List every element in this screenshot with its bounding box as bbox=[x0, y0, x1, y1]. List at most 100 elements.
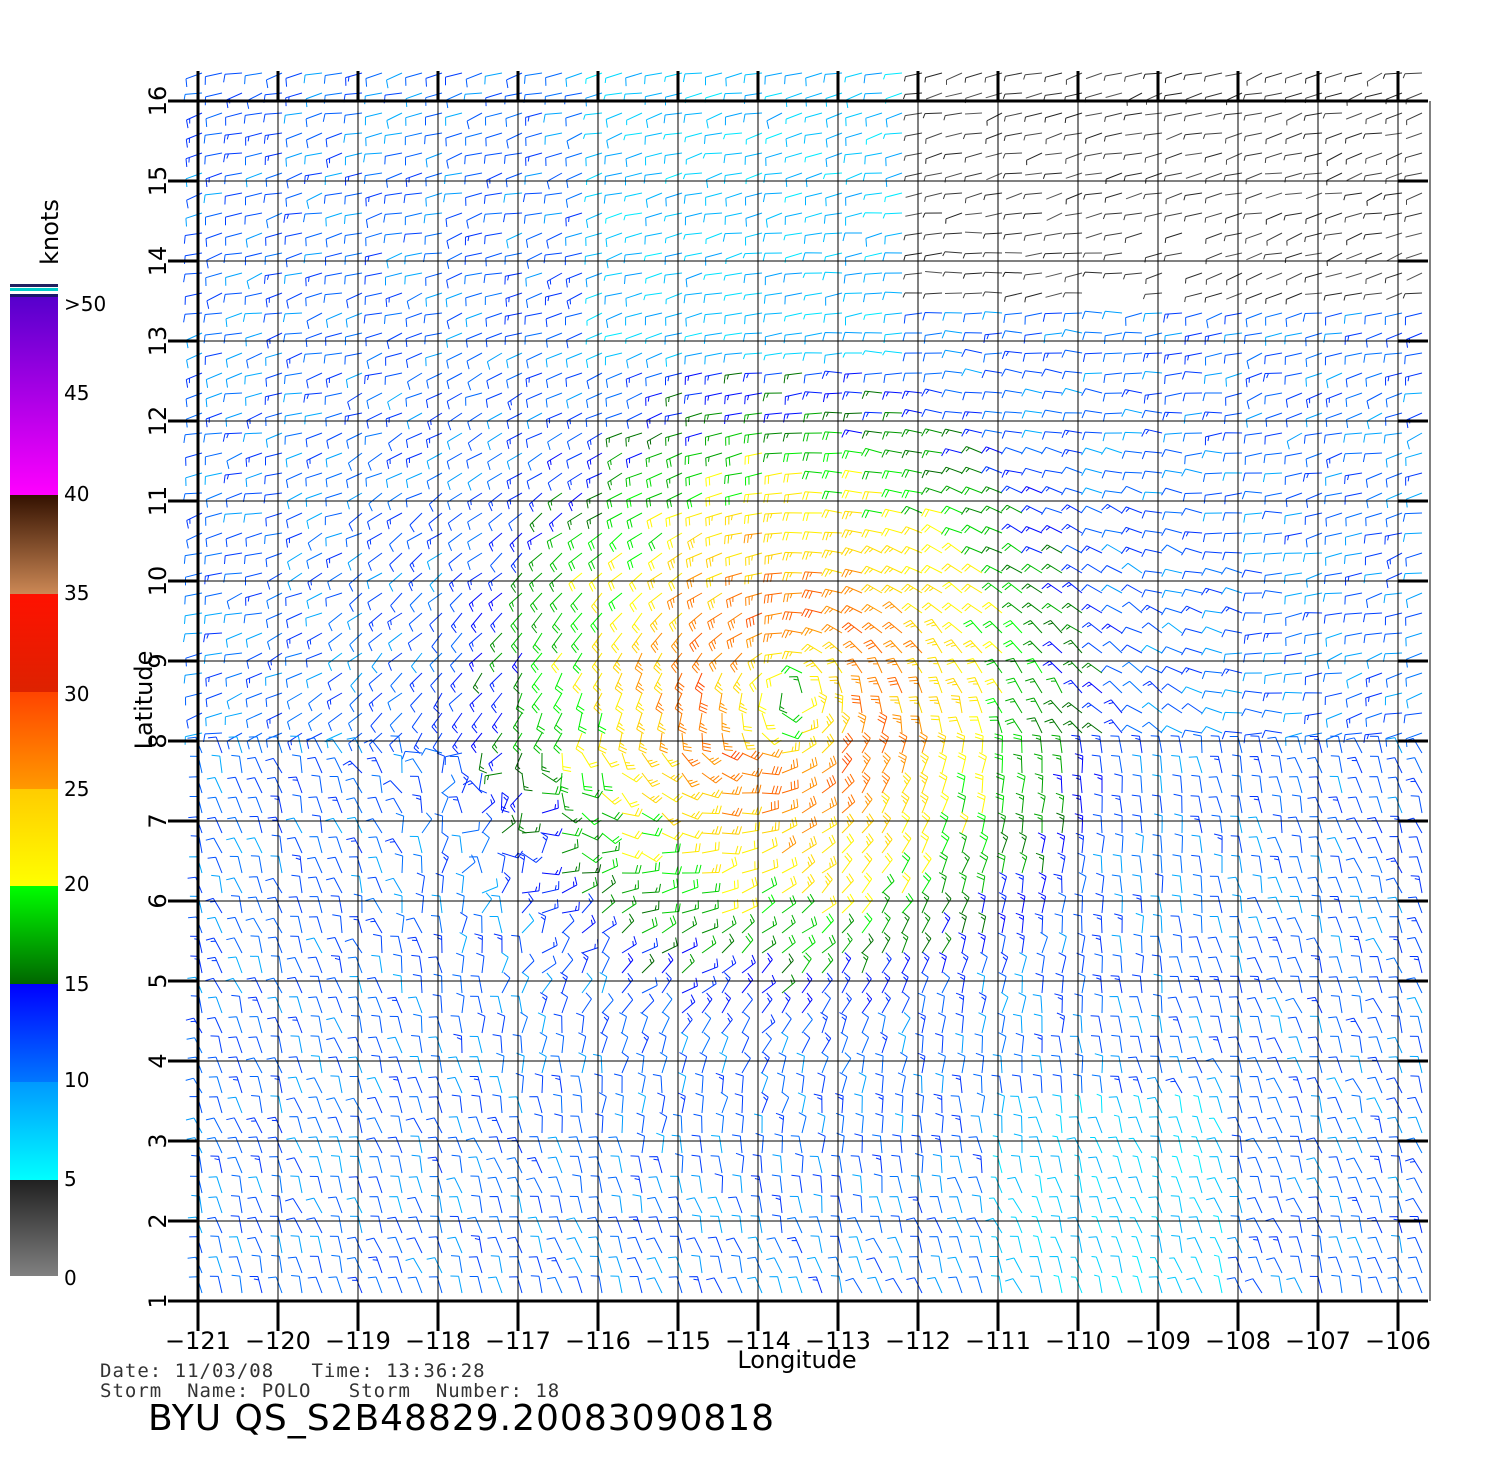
wind-barb bbox=[742, 332, 763, 342]
wind-barb bbox=[1142, 292, 1163, 300]
wind-barb bbox=[862, 350, 883, 356]
wind-barb bbox=[803, 292, 823, 301]
wind-barb bbox=[367, 1096, 383, 1114]
wind-barb bbox=[404, 272, 423, 285]
wind-barb bbox=[881, 892, 891, 914]
wind-barb bbox=[1266, 1117, 1283, 1134]
wind-barb bbox=[725, 252, 743, 265]
wind-barb bbox=[466, 112, 483, 130]
wind-barb bbox=[1200, 626, 1223, 634]
wind-barb bbox=[889, 696, 903, 714]
wind-barb bbox=[1192, 1115, 1203, 1134]
wind-barb bbox=[529, 1096, 543, 1114]
wind-barb bbox=[743, 532, 763, 544]
wind-barb bbox=[1390, 815, 1403, 834]
wind-barb bbox=[1081, 662, 1103, 674]
wind-barb bbox=[1287, 876, 1303, 894]
wind-barb bbox=[1041, 602, 1063, 614]
wind-barb bbox=[1241, 690, 1263, 699]
wind-barb bbox=[529, 1136, 543, 1154]
wind-barb bbox=[923, 372, 943, 383]
wind-barb bbox=[664, 412, 683, 425]
wind-barb bbox=[1363, 572, 1383, 584]
wind-barb bbox=[366, 412, 383, 429]
wind-barb bbox=[529, 1195, 543, 1214]
wind-barb bbox=[742, 372, 763, 382]
wind-barb bbox=[487, 452, 503, 471]
wind-barb bbox=[585, 272, 603, 288]
wind-barb bbox=[207, 996, 223, 1014]
wind-barb bbox=[1406, 692, 1423, 709]
wind-barb bbox=[1126, 92, 1143, 106]
wind-barb bbox=[921, 852, 932, 874]
wind-barb bbox=[938, 872, 947, 894]
wind-barb bbox=[982, 391, 1003, 400]
wind-barb bbox=[902, 352, 923, 362]
wind-barb bbox=[287, 552, 303, 570]
wind-barb bbox=[325, 372, 343, 388]
wind-barb bbox=[599, 972, 608, 994]
wind-barb bbox=[781, 953, 794, 974]
wind-barb bbox=[1001, 389, 1023, 399]
wind-barb bbox=[567, 532, 583, 551]
wind-barb bbox=[1243, 92, 1263, 100]
wind-barb bbox=[446, 272, 463, 289]
wind-barb bbox=[384, 372, 403, 385]
wind-barb bbox=[1021, 505, 1043, 514]
wind-barb bbox=[1082, 271, 1103, 277]
wind-barb bbox=[1363, 732, 1383, 743]
wind-barb bbox=[1078, 872, 1087, 894]
wind-barb bbox=[1384, 312, 1403, 326]
wind-barb bbox=[983, 332, 1003, 343]
wind-barb bbox=[957, 1052, 966, 1074]
wind-barb bbox=[665, 512, 683, 527]
wind-barb bbox=[841, 1052, 852, 1074]
wind-barb bbox=[821, 992, 831, 1014]
wind-barb bbox=[203, 192, 223, 204]
wind-barb bbox=[1209, 755, 1223, 774]
wind-barb bbox=[245, 452, 263, 467]
wind-barb bbox=[1286, 1177, 1303, 1194]
wind-barb bbox=[1348, 916, 1363, 934]
wind-barb bbox=[715, 1112, 725, 1134]
wind-barb bbox=[1251, 774, 1263, 794]
wind-barb bbox=[1327, 876, 1343, 894]
wind-barb bbox=[1123, 352, 1143, 363]
wind-barb bbox=[1060, 466, 1083, 475]
wind-barb bbox=[1306, 1177, 1323, 1194]
wind-barb bbox=[190, 995, 203, 1014]
wind-barb bbox=[389, 1015, 403, 1034]
wind-barb bbox=[270, 1235, 283, 1254]
wind-barb bbox=[624, 272, 643, 285]
wind-barb bbox=[248, 1136, 263, 1154]
wind-barb bbox=[1345, 532, 1363, 546]
wind-barb bbox=[841, 529, 863, 539]
longitude-tick-label: −116 bbox=[565, 1327, 631, 1355]
wind-barb bbox=[349, 692, 363, 713]
wind-barb bbox=[650, 632, 663, 653]
wind-barb bbox=[722, 232, 743, 242]
wind-barb bbox=[227, 816, 243, 834]
wind-barb bbox=[1231, 854, 1243, 874]
wind-barb bbox=[1103, 372, 1123, 383]
wind-barb bbox=[1368, 796, 1383, 814]
wind-barb bbox=[1013, 733, 1023, 754]
wind-barb bbox=[861, 509, 883, 519]
wind-barb bbox=[943, 152, 963, 160]
wind-barb bbox=[328, 1276, 343, 1294]
wind-barb bbox=[1081, 622, 1103, 634]
wind-barb bbox=[1347, 1136, 1363, 1154]
wind-barb bbox=[830, 1195, 843, 1214]
wind-barb bbox=[265, 917, 283, 934]
wind-barb bbox=[1345, 132, 1363, 144]
wind-barb bbox=[977, 892, 986, 914]
wind-barb bbox=[1326, 452, 1343, 469]
wind-barb bbox=[286, 492, 303, 510]
wind-barb bbox=[1209, 875, 1223, 894]
wind-barb bbox=[606, 492, 623, 509]
wind-barb bbox=[1403, 712, 1423, 724]
wind-barb bbox=[703, 272, 723, 280]
wind-barb bbox=[1103, 132, 1123, 142]
wind-barb bbox=[1268, 776, 1283, 794]
wind-barb bbox=[825, 192, 843, 207]
